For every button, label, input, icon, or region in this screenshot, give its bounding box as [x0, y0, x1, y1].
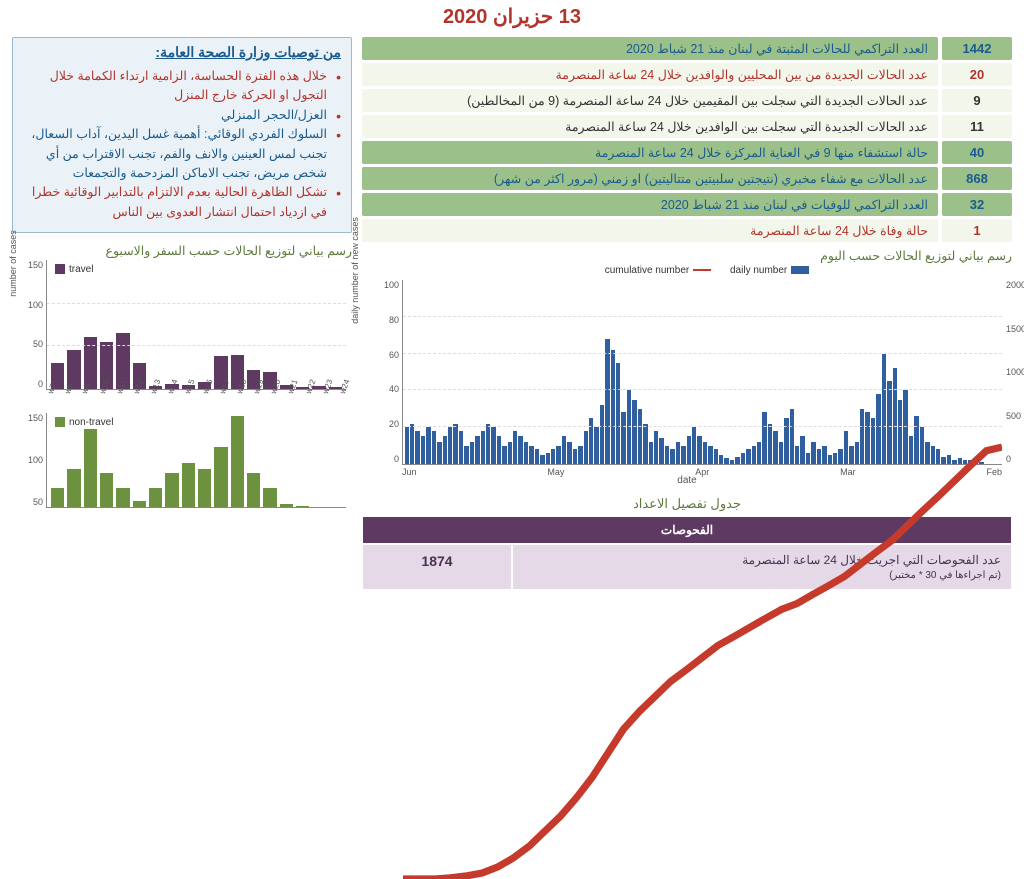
- stat-value: 40: [942, 141, 1012, 164]
- stat-value: 1: [942, 219, 1012, 242]
- stat-row: 1442العدد التراكمي للحالات المثبتة في لب…: [362, 37, 1012, 60]
- tests-section-title: جدول تفصيل الاعداد: [362, 496, 1012, 512]
- stat-value: 1442: [942, 37, 1012, 60]
- travel-chart: number of cases 150100500 travel: [46, 260, 346, 390]
- left-column: من توصيات وزارة الصحة العامة: خلال هذه ا…: [12, 37, 352, 590]
- stat-row: 868عدد الحالات مع شفاء مخبري (نتيجتين سل…: [362, 167, 1012, 190]
- nontravel-chart: 15010050 non-travel: [46, 413, 346, 508]
- stat-label: عدد الحالات الجديدة التي سجلت بين الوافد…: [362, 115, 938, 138]
- stat-label: العدد التراكمي للوفيات في لبنان منذ 21 ش…: [362, 193, 938, 216]
- travel-y-label: number of cases: [8, 230, 18, 297]
- stat-label: العدد التراكمي للحالات المثبتة في لبنان …: [362, 37, 938, 60]
- content: من توصيات وزارة الصحة العامة: خلال هذه ا…: [0, 37, 1024, 590]
- tests-row-label: عدد الفحوصات التي اجريت خلال 24 ساعة الم…: [512, 544, 1012, 590]
- recommendation-item: تشكل الظاهرة الحالية بعدم الالتزام بالتد…: [23, 183, 341, 222]
- stat-row: 40حالة استشفاء منها 9 في العناية المركزة…: [362, 141, 1012, 164]
- travel-x-ticks: w7w8w9w10w11w12w13w14w15w16w17w18w19w20w…: [46, 392, 346, 401]
- stat-label: حالة وفاة خلال 24 ساعة المنصرمة: [362, 219, 938, 242]
- stat-label: عدد الحالات الجديدة من بين المحليين والو…: [362, 63, 938, 86]
- stat-row: 32العدد التراكمي للوفيات في لبنان منذ 21…: [362, 193, 1012, 216]
- recommendation-item: السلوك الفردي الوقائي: أهمية غسل اليدين،…: [23, 125, 341, 183]
- stat-label: عدد الحالات مع شفاء مخبري (نتيجتين سلبيت…: [362, 167, 938, 190]
- recommendations-list: خلال هذه الفترة الحساسة، الزامية ارتداء …: [23, 67, 341, 222]
- stat-value: 32: [942, 193, 1012, 216]
- stats-list: 1442العدد التراكمي للحالات المثبتة في لب…: [362, 37, 1012, 242]
- tests-header: الفحوصات: [362, 516, 1012, 544]
- daily-chart: daily number of new cases cumulative num…: [402, 280, 1002, 465]
- page-title: 13 حزيران 2020: [0, 0, 1024, 37]
- stat-value: 20: [942, 63, 1012, 86]
- recommendations-box: من توصيات وزارة الصحة العامة: خلال هذه ا…: [12, 37, 352, 233]
- daily-legend: daily number cumulative number: [402, 265, 1012, 276]
- stat-row: 9عدد الحالات الجديدة التي سجلت بين المقي…: [362, 89, 1012, 112]
- recommendations-heading: من توصيات وزارة الصحة العامة:: [23, 44, 341, 61]
- daily-chart-title: رسم بياني لتوزيع الحالات حسب اليوم: [362, 248, 1012, 263]
- travel-y-ticks: 150100500: [19, 260, 43, 389]
- stat-label: حالة استشفاء منها 9 في العناية المركزة خ…: [362, 141, 938, 164]
- stat-row: 20عدد الحالات الجديدة من بين المحليين وا…: [362, 63, 1012, 86]
- nontravel-y-ticks: 15010050: [19, 413, 43, 507]
- tests-row: عدد الفحوصات التي اجريت خلال 24 ساعة الم…: [362, 544, 1012, 590]
- tests-row-value: 1874: [362, 544, 512, 590]
- stat-row: 11عدد الحالات الجديدة التي سجلت بين الوا…: [362, 115, 1012, 138]
- recommendation-item: العزل/الحجر المنزلي: [23, 106, 341, 125]
- daily-yaxis-left-label: daily number of new cases: [350, 217, 360, 324]
- recommendation-item: خلال هذه الفترة الحساسة، الزامية ارتداء …: [23, 67, 341, 106]
- stat-label: عدد الحالات الجديدة التي سجلت بين المقيم…: [362, 89, 938, 112]
- stat-value: 11: [942, 115, 1012, 138]
- daily-x-label: date: [362, 475, 1012, 486]
- travel-chart-title: رسم بياني لتوزيع الحالات حسب السفر والاس…: [12, 243, 352, 258]
- stat-value: 868: [942, 167, 1012, 190]
- stat-row: 1حالة وفاة خلال 24 ساعة المنصرمة: [362, 219, 1012, 242]
- stat-value: 9: [942, 89, 1012, 112]
- right-column: 1442العدد التراكمي للحالات المثبتة في لب…: [362, 37, 1012, 590]
